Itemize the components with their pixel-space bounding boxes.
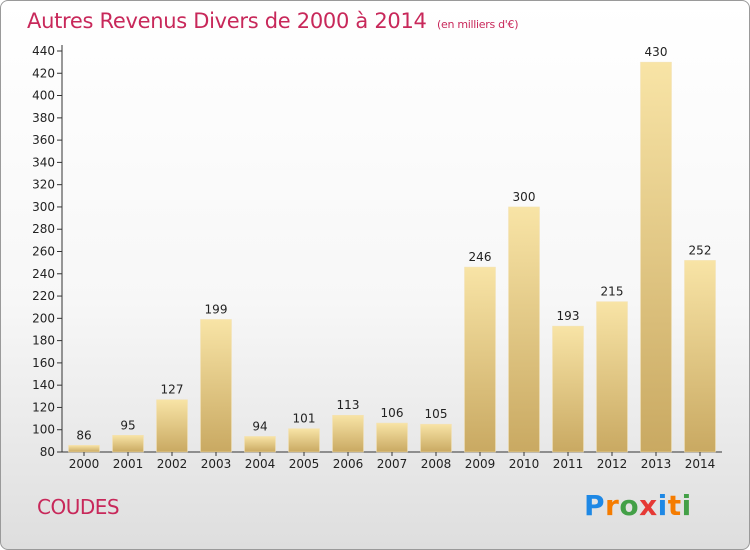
- bar: [596, 301, 628, 453]
- logo-letter: P: [584, 489, 606, 522]
- y-tick-label: 160: [32, 356, 55, 370]
- y-tick-label: 440: [32, 44, 55, 58]
- logo-letter: i: [657, 489, 668, 522]
- x-tick-label: 2005: [289, 457, 320, 471]
- bar: [420, 423, 452, 453]
- bar-value-label: 86: [76, 428, 91, 442]
- x-tick-label: 2001: [113, 457, 144, 471]
- bar-value-label: 113: [337, 398, 360, 412]
- chart-title: Autres Revenus Divers de 2000 à 2014: [27, 9, 427, 33]
- bar: [640, 61, 672, 453]
- x-tick-label: 2008: [421, 457, 452, 471]
- bar: [508, 206, 540, 453]
- x-tick-label: 2014: [685, 457, 716, 471]
- x-tick-label: 2010: [509, 457, 540, 471]
- bar: [332, 414, 364, 453]
- y-tick-label: 300: [32, 200, 55, 214]
- x-tick-label: 2009: [465, 457, 496, 471]
- y-tick-label: 100: [32, 423, 55, 437]
- proxiti-logo: Proxiti: [584, 489, 692, 522]
- bar: [376, 422, 408, 453]
- bar: [244, 436, 276, 453]
- bar-value-label: 252: [689, 243, 712, 257]
- x-tick-label: 2002: [157, 457, 188, 471]
- x-tick-label: 2006: [333, 457, 364, 471]
- y-tick-label: 380: [32, 111, 55, 125]
- x-tick-label: 2003: [201, 457, 232, 471]
- bar: [200, 319, 232, 453]
- logo-letter: t: [667, 489, 682, 522]
- x-tick-label: 2013: [641, 457, 672, 471]
- y-tick-label: 420: [32, 66, 55, 80]
- bar-value-label: 300: [513, 190, 536, 204]
- chart-title-block: Autres Revenus Divers de 2000 à 2014 (en…: [27, 9, 518, 33]
- y-tick-label: 240: [32, 267, 55, 281]
- y-tick-label: 80: [40, 445, 55, 459]
- y-tick-label: 180: [32, 334, 55, 348]
- y-tick-label: 360: [32, 133, 55, 147]
- logo-letter: x: [639, 489, 658, 522]
- logo-letter: r: [605, 489, 620, 522]
- bar-value-label: 430: [645, 45, 668, 59]
- logo-letter: o: [619, 489, 640, 522]
- y-tick-label: 400: [32, 89, 55, 103]
- y-tick-label: 280: [32, 222, 55, 236]
- place-name: COUDES: [37, 495, 120, 519]
- y-tick-label: 220: [32, 289, 55, 303]
- bar-value-label: 94: [252, 419, 267, 433]
- bar-value-label: 101: [293, 412, 316, 426]
- x-tick-label: 2011: [553, 457, 584, 471]
- bar-value-label: 193: [557, 309, 580, 323]
- bar: [68, 445, 100, 453]
- y-tick-label: 140: [32, 378, 55, 392]
- bar: [156, 399, 188, 453]
- y-tick-label: 200: [32, 311, 55, 325]
- bar-value-label: 215: [601, 285, 624, 299]
- bar-value-label: 199: [205, 302, 228, 316]
- bar-value-label: 106: [381, 406, 404, 420]
- x-tick-label: 2012: [597, 457, 628, 471]
- bar: [464, 266, 496, 453]
- bar-value-label: 127: [161, 383, 184, 397]
- bar-value-label: 105: [425, 407, 448, 421]
- chart-subtitle: (en milliers d'€): [437, 18, 519, 31]
- x-tick-label: 2000: [69, 457, 100, 471]
- bar-value-label: 246: [469, 250, 492, 264]
- x-tick-label: 2004: [245, 457, 276, 471]
- bar: [552, 325, 584, 453]
- bar-value-label: 95: [120, 418, 135, 432]
- x-tick-label: 2007: [377, 457, 408, 471]
- y-tick-label: 320: [32, 178, 55, 192]
- y-tick-label: 340: [32, 155, 55, 169]
- y-tick-label: 120: [32, 400, 55, 414]
- logo-letter: i: [681, 489, 692, 522]
- y-tick-label: 260: [32, 245, 55, 259]
- bar: [288, 428, 320, 453]
- bar: [112, 435, 144, 453]
- bar: [684, 260, 716, 453]
